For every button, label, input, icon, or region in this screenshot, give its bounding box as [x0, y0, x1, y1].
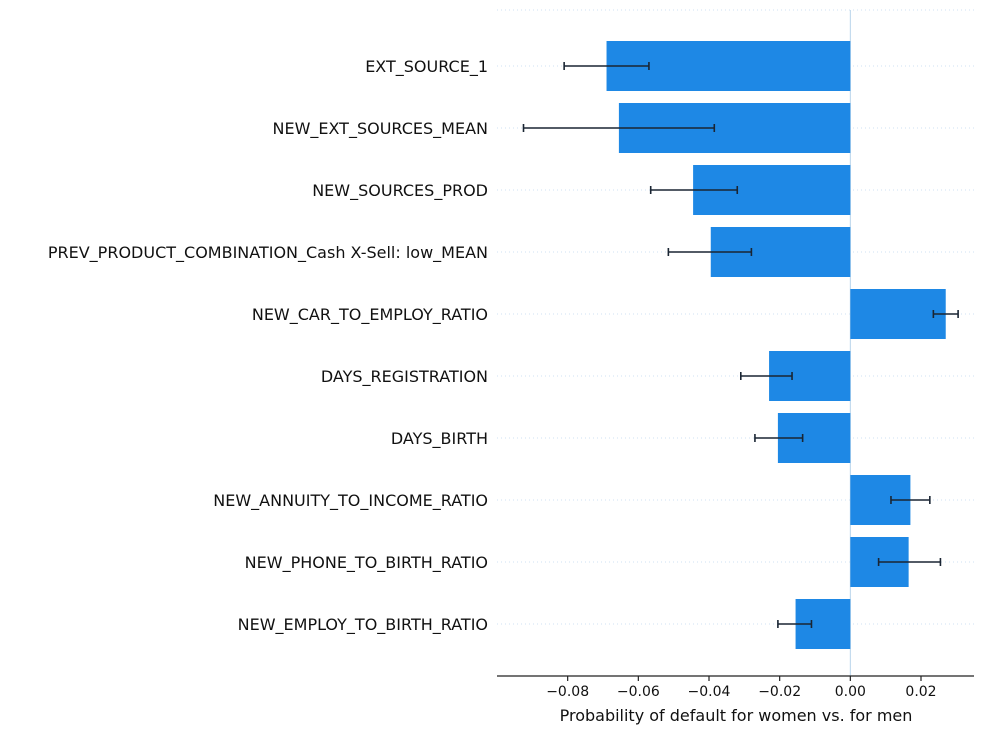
x-axis: −0.08 −0.06 −0.04 −0.02 0.00 0.02 [497, 675, 974, 700]
x-tick-label: −0.06 [617, 684, 660, 700]
x-tick-label: −0.02 [758, 684, 801, 700]
error-bar-7 [754, 434, 804, 442]
error-bar-4 [667, 248, 753, 256]
error-bar-3 [649, 186, 739, 194]
category-labels: EXT_SOURCE_1 NEW_EXT_SOURCES_MEAN NEW_SOUR… [48, 57, 488, 635]
category-label-7: DAYS_BIRTH [391, 429, 488, 449]
bars [606, 41, 946, 649]
error-bar-6 [739, 372, 793, 380]
x-tick-label: 0.00 [835, 684, 866, 700]
category-label-5: NEW_CAR_TO_EMPLOY_RATIO [252, 305, 488, 325]
bar-5 [850, 289, 946, 339]
error-bar-8 [890, 496, 931, 504]
error-bars [522, 62, 959, 628]
x-tick-label: −0.04 [688, 684, 731, 700]
error-bar-9 [877, 558, 942, 566]
category-label-3: NEW_SOURCES_PROD [312, 181, 488, 201]
category-label-6: DAYS_REGISTRATION [321, 367, 488, 387]
x-tick-label: 0.02 [905, 684, 936, 700]
category-label-8: NEW_ANNUITY_TO_INCOME_RATIO [213, 491, 488, 511]
x-axis-title: Probability of default for women vs. for… [560, 706, 913, 725]
x-tick-label: −0.08 [546, 684, 589, 700]
category-label-1: EXT_SOURCE_1 [365, 57, 488, 77]
category-label-9: NEW_PHONE_TO_BIRTH_RATIO [245, 553, 488, 573]
error-bar-2 [522, 124, 716, 132]
error-bar-10 [777, 620, 813, 628]
category-label-4: PREV_PRODUCT_COMBINATION_Cash X-Sell: lo… [48, 243, 488, 263]
error-bar-5 [932, 310, 959, 318]
category-label-10: NEW_EMPLOY_TO_BIRTH_RATIO [238, 615, 488, 635]
category-label-2: NEW_EXT_SOURCES_MEAN [272, 119, 488, 139]
error-bar-1 [563, 62, 650, 70]
